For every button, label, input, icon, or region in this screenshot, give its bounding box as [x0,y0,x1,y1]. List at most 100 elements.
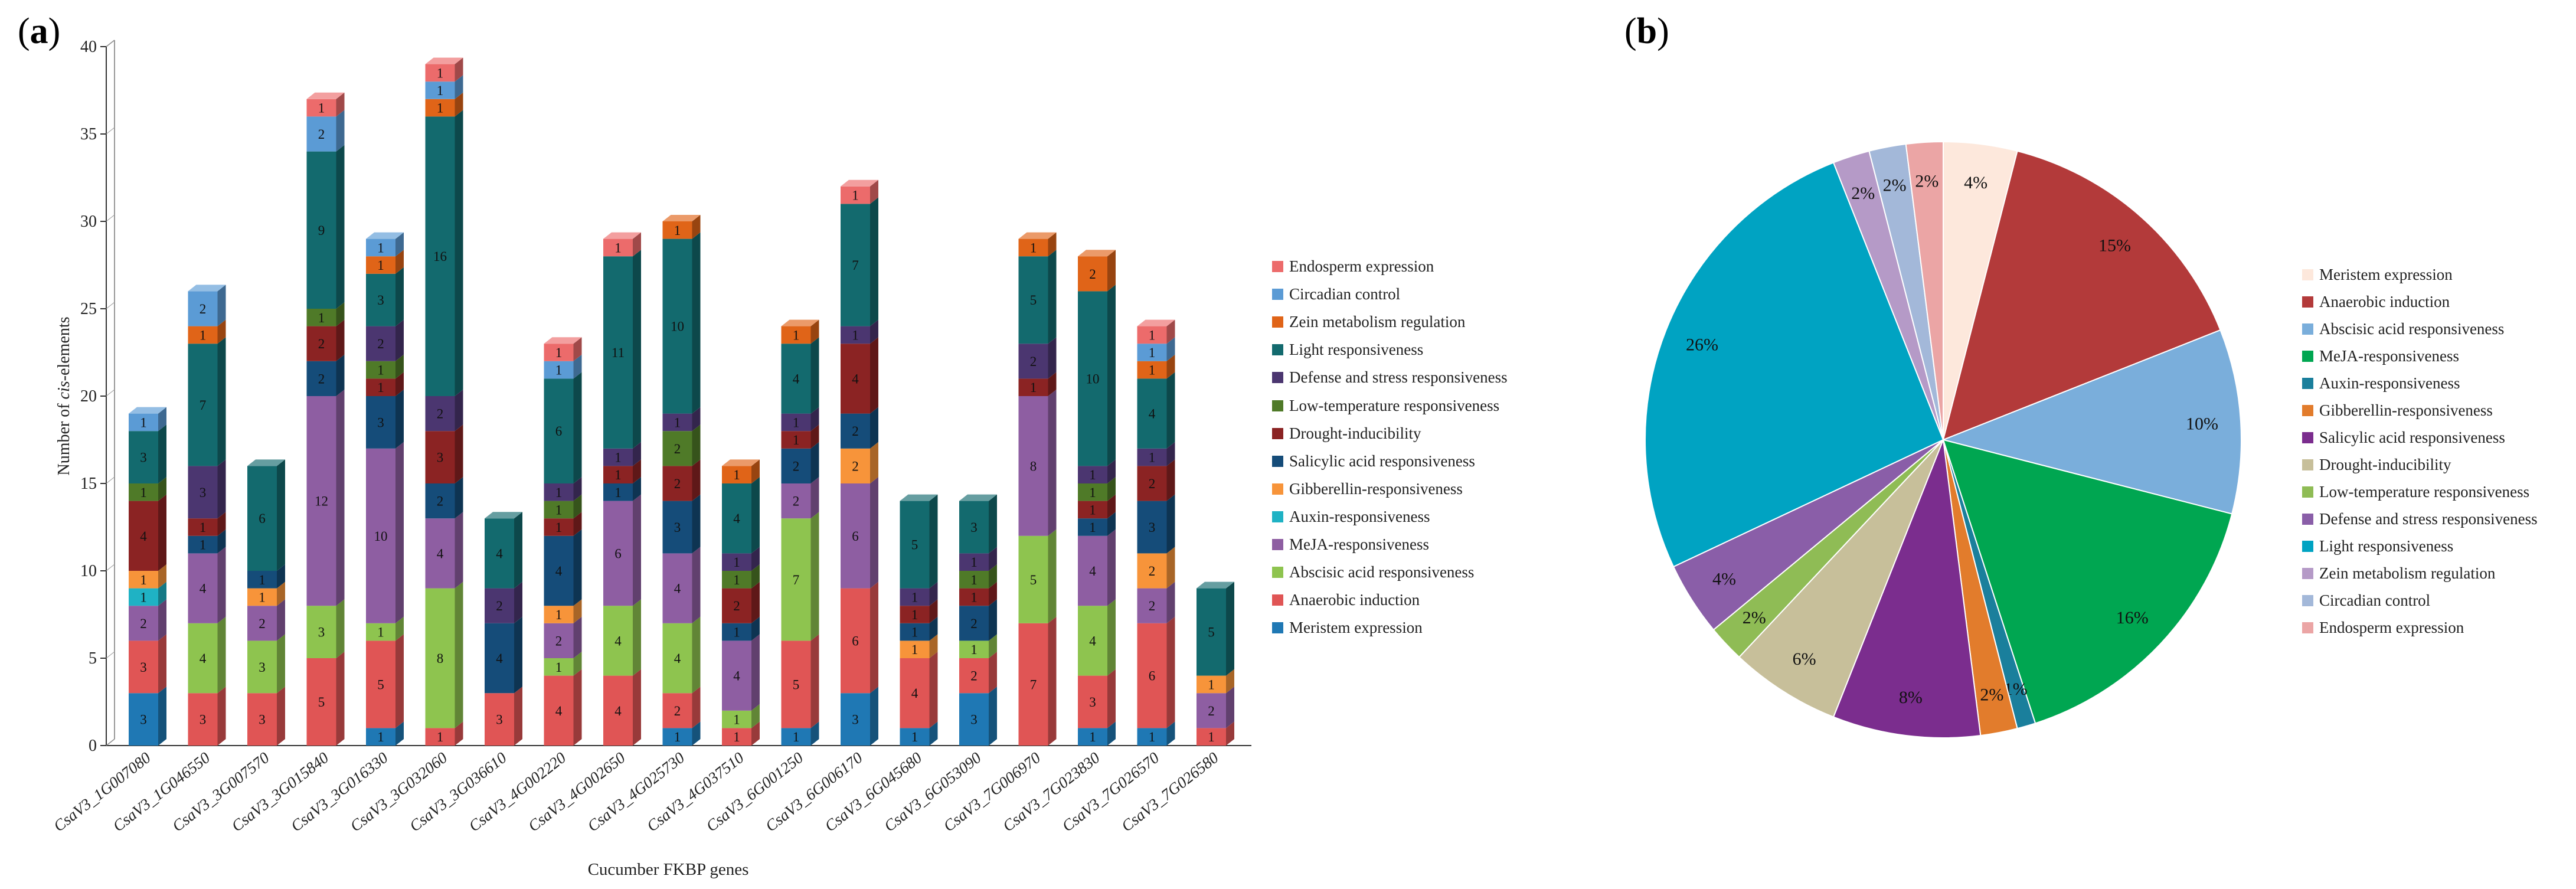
bar-segment-label: 2 [437,494,444,509]
bar-segment-label: 1 [1149,345,1156,360]
bar-top-face [1137,319,1175,326]
bar-segment-side [573,337,582,361]
bar-segment-label: 1 [437,66,444,80]
bar-segment-side [633,494,641,606]
legend-item: Auxin-responsiveness [1272,503,1508,531]
y-tick-wall-mark [106,40,115,47]
bar-segment [366,238,395,257]
bar-segment-side [633,599,641,676]
legend-swatch [1272,316,1283,328]
bar-segment-label: 1 [793,433,800,447]
bar-segment-side [870,687,878,746]
bar-segment-label: 2 [318,127,325,142]
legend-swatch [2302,269,2313,280]
bar-segment-label: 1 [555,607,563,622]
bar-segment [841,204,870,326]
bar-segment-side [573,494,582,519]
bar-segment-label: 4 [496,546,503,561]
bar-segment-label: 1 [377,380,384,395]
bar-stack: 1 4 1 1 1 1 5 [900,494,938,746]
bar-segment-label: 7 [200,398,207,413]
bar-segment-label: 4 [614,704,622,718]
bar-segment-label: 1 [377,363,384,378]
bar-segment-side [751,634,760,711]
bar-segment-side [1166,372,1175,449]
bar-segment [841,588,870,694]
bar-segment [722,710,751,728]
pie-value-label: 8% [1899,688,1923,707]
y-tick-label: 0 [89,737,97,755]
bar-top-face [900,494,938,501]
bar-segment [722,483,751,554]
bar-segment [1018,535,1048,623]
bar-segment-label: 4 [555,564,563,578]
y-tick-wall-mark [106,476,115,484]
legend-label: Zein metabolism regulation [2319,564,2496,582]
bar-segment [900,501,930,589]
bar-segment-side [158,599,166,641]
legend-label: Auxin-responsiveness [1289,507,1430,525]
bar-segment-side [1166,547,1175,589]
bar-segment-side [870,197,878,326]
x-tick-label: CsaV3_3G016330 [287,749,391,835]
bar-segment [425,483,455,519]
bar-segment [959,693,989,746]
bar-segment-label: 1 [911,730,918,744]
legend-label: Abscisic acid responsiveness [2319,319,2505,338]
bar-segment-label: 1 [555,502,563,517]
bar-segment-label: 1 [733,555,740,570]
bar-segment-label: 2 [1208,704,1215,718]
bar-segment-side [1048,529,1057,623]
bar-segment-side [810,424,819,449]
bar-segment-side [1048,337,1057,379]
bar-segment-label: 10 [374,529,388,544]
bar-segment-label: 1 [852,188,859,203]
bar-segment-side [395,232,404,257]
legend-swatch [1272,538,1283,550]
bar-segment-side [1048,616,1057,746]
bar-segment [188,623,218,694]
bar-segment-label: 1 [733,573,740,587]
y-tick-label: 5 [89,649,97,668]
legend-swatch [2302,432,2313,443]
bar-segment-label: 1 [1149,450,1156,465]
legend-item: Zein metabolism regulation [1272,308,1508,336]
bar-segment-label: 1 [555,363,563,378]
bar-segment-side [455,57,463,82]
bar-segment-label: 1 [970,642,978,657]
bar-segment-label: 4 [674,651,681,666]
bar-segment-label: 1 [970,573,978,587]
legend-label: Low-temperature responsiveness [2319,482,2530,501]
legend-item: Salicylic acid responsiveness [2302,424,2538,451]
bar-segment-side [810,721,819,746]
bar-segment-side [158,564,166,589]
bar-segment-side [870,407,878,449]
bar-segment-side [810,634,819,728]
bar-segment-label: 1 [793,730,800,744]
bar-segment-label: 3 [140,450,147,465]
bar-segment-side [810,319,819,344]
bar-segment-side [870,337,878,414]
bar-segment [1137,448,1167,466]
bar-segment-label: 2 [1149,564,1156,578]
bar-segment [781,640,811,728]
bar-segment-label: 1 [614,485,622,500]
bar-segment-label: 1 [140,415,147,430]
bar-segment [188,518,218,536]
bar-segment-side [692,407,701,432]
bar-segment-label: 1 [674,415,681,430]
bar-segment-label: 5 [911,538,918,553]
bar-segment-side [751,721,760,746]
bar-segment [485,623,514,694]
bar-segment [425,81,455,99]
bar-segment [188,693,218,746]
bar-segment-side [751,547,760,571]
bar-segment-side [336,302,345,326]
bar-segment-side [395,372,404,396]
pie-slice [1832,439,1982,738]
legend-swatch [2302,323,2313,335]
x-tick-label: CsaV3_7G026580 [1118,749,1222,835]
bar-segment [366,396,395,449]
bar-segment [1078,256,1107,292]
bar-segment-label: 11 [612,345,625,360]
